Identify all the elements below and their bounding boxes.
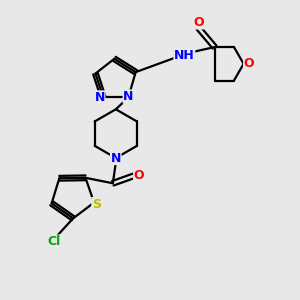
Text: Cl: Cl (47, 235, 60, 248)
Text: NH: NH (174, 49, 195, 62)
Text: N: N (94, 91, 105, 104)
Text: O: O (134, 169, 144, 182)
Text: O: O (193, 16, 204, 29)
Text: S: S (92, 198, 101, 211)
Text: N: N (123, 90, 134, 103)
Text: N: N (111, 152, 121, 164)
Text: O: O (244, 57, 254, 70)
